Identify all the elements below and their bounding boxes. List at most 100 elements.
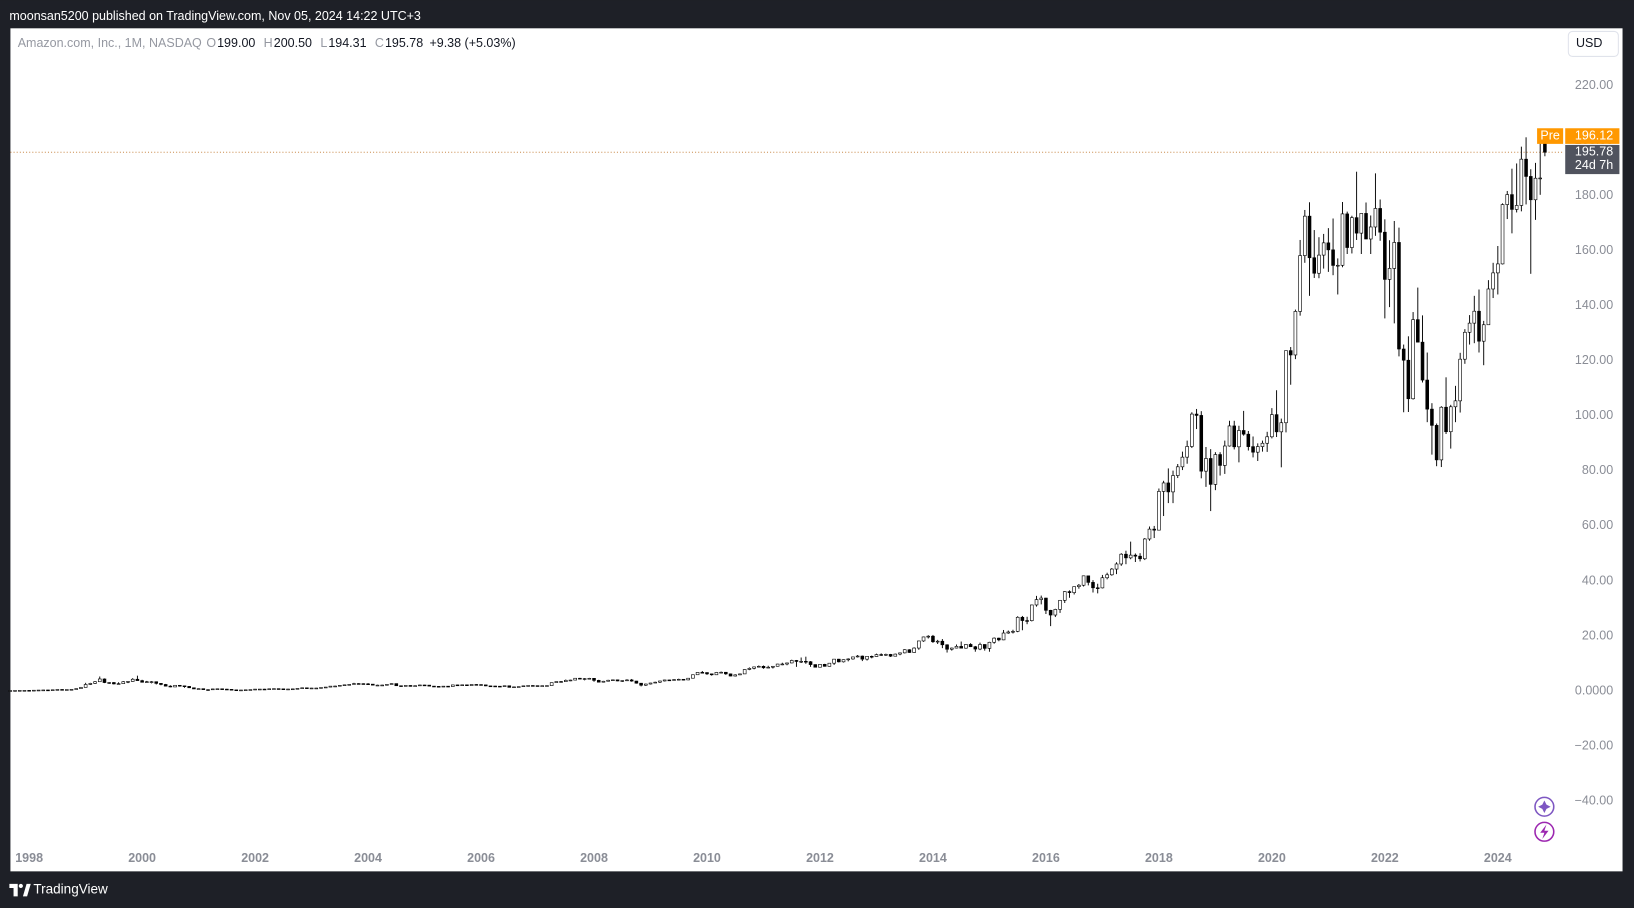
candle-body — [808, 661, 813, 665]
published-line: moonsan5200 published on TradingView.com… — [9, 9, 421, 23]
candle-body — [549, 682, 554, 686]
candle-body — [319, 687, 323, 689]
candle-body — [568, 679, 573, 682]
candle-body — [902, 649, 907, 654]
candle-body — [1481, 324, 1486, 342]
candle-body — [27, 690, 31, 692]
candle-body — [1303, 215, 1307, 256]
candle-body — [333, 685, 337, 688]
candle-body — [789, 660, 794, 664]
candle-body — [1194, 413, 1199, 416]
candle-body — [488, 685, 493, 688]
candle-body — [1538, 177, 1542, 180]
candle-body — [785, 662, 789, 665]
candle-body — [436, 686, 441, 688]
candle-body — [644, 683, 648, 686]
candle-body — [1368, 226, 1373, 240]
candle-body — [1011, 631, 1015, 633]
y-tick-label: 0.0000 — [1575, 683, 1613, 697]
candle-body — [1439, 406, 1444, 461]
candle-body — [116, 683, 121, 685]
candle-body — [1086, 575, 1091, 583]
candle-body — [841, 659, 846, 663]
candle-body — [799, 661, 803, 663]
candle-body — [272, 688, 276, 690]
candle-body — [554, 681, 559, 683]
candle-body — [846, 658, 850, 661]
candle-body — [1124, 553, 1128, 559]
candle-body — [761, 665, 766, 669]
y-tick-label: 160.00 — [1575, 243, 1613, 257]
candle-body — [1241, 430, 1246, 435]
candle-body — [1218, 454, 1222, 466]
candle-body — [832, 658, 836, 664]
candle-body — [163, 684, 168, 687]
legend-change: +9.38 (+5.03%) — [429, 36, 515, 50]
candle-body — [578, 677, 582, 680]
candle-body — [479, 684, 483, 686]
candle-body — [747, 668, 752, 670]
candle-body — [719, 671, 723, 674]
candle-body — [1345, 213, 1349, 248]
candle-body — [1157, 491, 1161, 531]
candle-body — [1444, 406, 1448, 433]
y-tick-label: 100.00 — [1575, 408, 1613, 422]
candle-body — [893, 653, 898, 657]
candle-body — [907, 649, 912, 653]
candle-body — [187, 686, 191, 689]
ohlc-legend: O 199.00 H 200.50 L 194.31 C 195.78 +9.38 (+5.03… — [206, 36, 515, 50]
legend-value: 194.31 — [328, 36, 366, 50]
candle-body — [97, 678, 102, 683]
candle-body — [804, 661, 808, 663]
candle-body — [1246, 433, 1251, 447]
candle-body — [1434, 425, 1439, 461]
candle-body — [1279, 422, 1284, 433]
candle-body — [827, 662, 832, 667]
candle-body — [55, 689, 60, 691]
candle-body — [1058, 599, 1062, 610]
candle-body — [1543, 143, 1547, 153]
candle-body — [587, 678, 592, 680]
candle-body — [1463, 331, 1467, 360]
last-price-badge — [1565, 144, 1620, 175]
candle-body — [869, 656, 874, 658]
currency[interactable]: USD — [1576, 36, 1602, 50]
x-tick-label: 2024 — [1484, 851, 1512, 865]
x-tick-label: 2000 — [128, 851, 156, 865]
candle-body — [771, 665, 775, 668]
candle-body — [1519, 158, 1524, 206]
candle-body — [582, 678, 587, 680]
currency-button[interactable] — [1567, 30, 1619, 57]
candle-body — [1416, 319, 1420, 343]
candle-body — [1255, 446, 1260, 453]
sparkle — [1538, 800, 1551, 814]
candle-body — [926, 635, 931, 638]
candle-body — [639, 682, 643, 686]
candle-body — [135, 678, 140, 681]
x-tick-label: 2012 — [806, 851, 834, 865]
y-tick-label: 120.00 — [1575, 353, 1613, 367]
candle-body — [648, 682, 653, 685]
candle-body — [1373, 208, 1378, 228]
candle-body — [1015, 616, 1020, 632]
candle-body — [258, 688, 262, 691]
candle-body — [516, 686, 521, 688]
candle-body — [159, 683, 163, 685]
candle-body — [1317, 254, 1321, 274]
candle-body — [399, 685, 403, 687]
candle-body — [1147, 528, 1152, 540]
legend-value: 199.00 — [217, 36, 255, 50]
candle-body — [328, 685, 333, 688]
candle-body — [935, 640, 940, 643]
candle-body — [1204, 458, 1208, 472]
candle-body — [794, 660, 799, 662]
x-tick-label: 2008 — [580, 851, 608, 865]
candle-body — [375, 684, 380, 687]
candle-body — [1025, 620, 1029, 622]
candle-body — [1128, 554, 1133, 559]
candle-body — [93, 681, 97, 684]
candle-body — [780, 663, 785, 666]
candle-body — [1166, 482, 1171, 493]
candle-body — [1430, 408, 1434, 426]
candle-body — [168, 685, 173, 688]
